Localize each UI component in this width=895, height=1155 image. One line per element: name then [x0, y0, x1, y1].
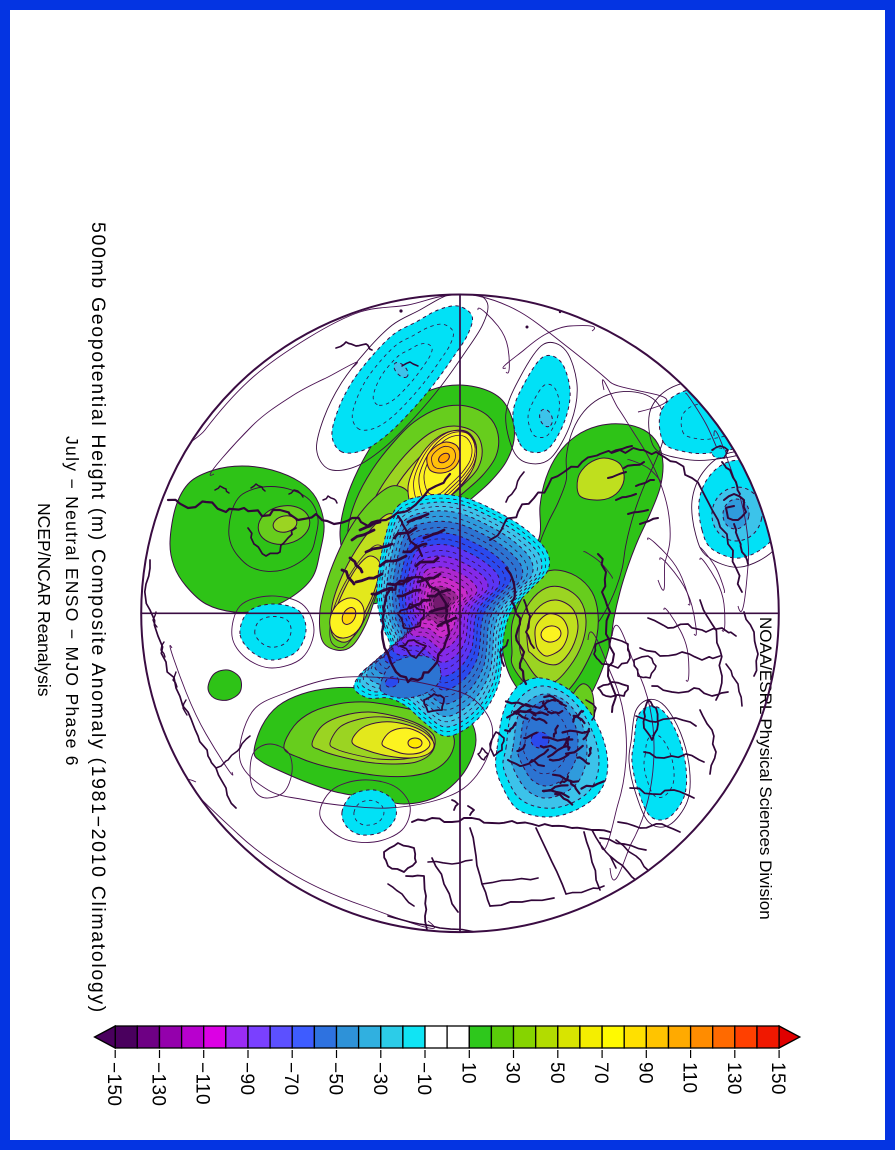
svg-text:500mb Geopotential Height (m): 500mb Geopotential Height (m) Composite …	[87, 222, 109, 1014]
svg-text:30: 30	[502, 1062, 523, 1084]
svg-text:July − Neutral ENSO − MJO Phas: July − Neutral ENSO − MJO Phase 6	[62, 436, 82, 767]
svg-text:10: 10	[457, 1062, 478, 1084]
svg-text:90: 90	[634, 1062, 655, 1084]
svg-text:−90: −90	[236, 1062, 257, 1095]
svg-text:−110: −110	[192, 1062, 213, 1105]
svg-text:50: 50	[546, 1062, 567, 1084]
svg-text:−70: −70	[280, 1062, 301, 1095]
svg-text:−50: −50	[325, 1062, 346, 1095]
svg-text:−30: −30	[369, 1062, 390, 1095]
svg-text:150: 150	[767, 1062, 788, 1095]
svg-text:NCEP/NCAR Reanalysis: NCEP/NCAR Reanalysis	[34, 503, 54, 697]
svg-text:70: 70	[590, 1062, 611, 1084]
svg-text:110: 110	[679, 1062, 700, 1094]
svg-text:130: 130	[723, 1062, 744, 1095]
svg-text:−10: −10	[413, 1062, 434, 1095]
svg-text:−150: −150	[103, 1062, 124, 1106]
svg-text:−130: −130	[148, 1062, 169, 1106]
svg-text:NOAA/ESRL Physical Sciences Di: NOAA/ESRL Physical Sciences Division	[756, 617, 775, 920]
